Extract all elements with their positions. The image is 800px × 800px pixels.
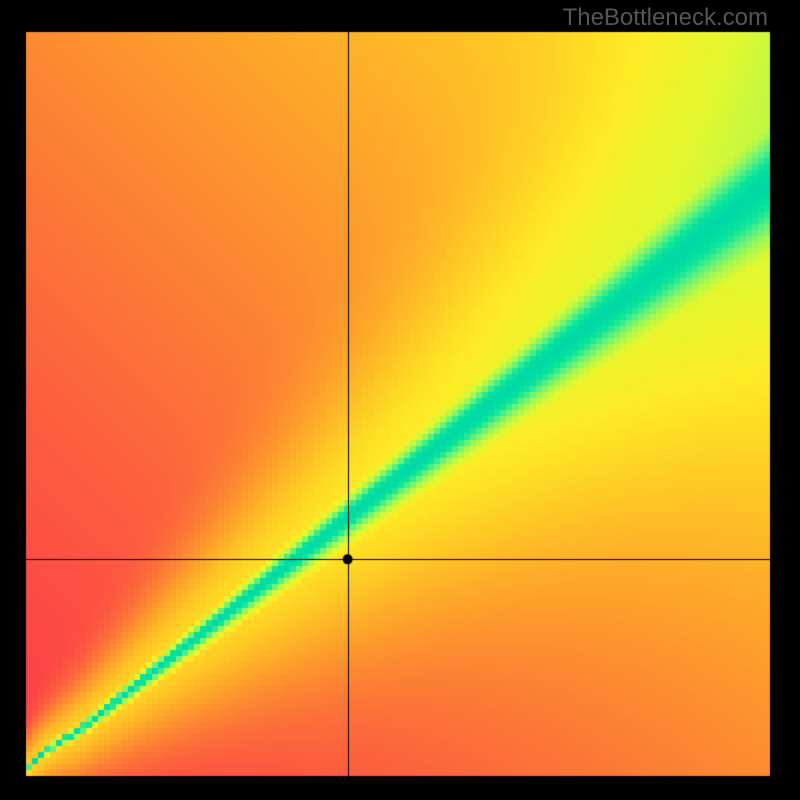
watermark-text: TheBottleneck.com — [563, 4, 768, 32]
bottleneck-heatmap — [0, 0, 800, 800]
chart-container: TheBottleneck.com — [0, 0, 800, 800]
